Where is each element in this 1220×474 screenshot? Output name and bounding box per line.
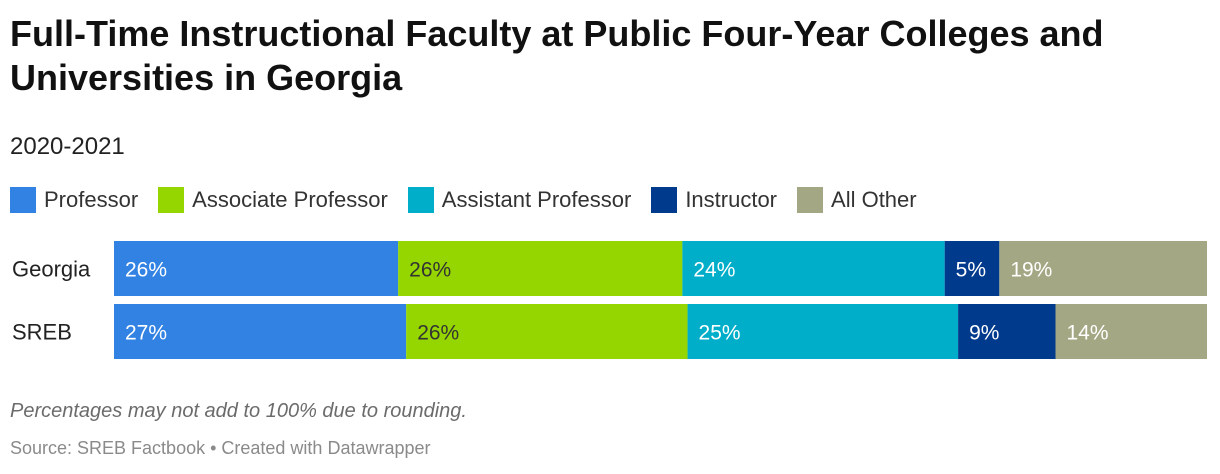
data-label-sreb-professor: 27% — [125, 322, 167, 345]
data-label-georgia-instructor: 5% — [956, 259, 986, 282]
legend-item-instructor: Instructor — [651, 187, 777, 213]
data-label-sreb-associate-professor: 26% — [417, 322, 459, 345]
bar-georgia-assistant-professor — [682, 241, 945, 296]
category-label-georgia: Georgia — [12, 257, 91, 282]
data-label-sreb-assistant-professor: 25% — [699, 322, 741, 345]
data-label-georgia-associate-professor: 26% — [409, 259, 451, 282]
chart-subtitle: 2020-2021 — [10, 133, 125, 160]
bar-row-sreb: SREB 27% 26% 25% 9% 14% — [12, 304, 1207, 359]
chart-note: Percentages may not add to 100% due to r… — [10, 400, 467, 422]
legend-swatch-associate-professor — [158, 187, 185, 213]
legend-swatch-all-other — [797, 187, 824, 213]
category-label-sreb: SREB — [12, 320, 72, 345]
data-label-georgia-all-other: 19% — [1010, 259, 1052, 282]
legend-label-associate-professor: Associate Professor — [192, 187, 388, 212]
data-label-sreb-all-other: 14% — [1067, 322, 1109, 345]
bar-sreb-assistant-professor — [687, 304, 959, 359]
legend-swatch-assistant-professor — [407, 187, 434, 213]
legend-label-instructor: Instructor — [685, 187, 778, 212]
bar-sreb-professor — [114, 304, 407, 359]
legend-item-assistant-professor: Assistant Professor — [407, 187, 632, 213]
legend-item-all-other: All Other — [797, 187, 917, 213]
bar-sreb-all-other — [1055, 304, 1207, 359]
legend-label-all-other: All Other — [831, 187, 917, 212]
legend-item-associate-professor: Associate Professor — [158, 187, 388, 213]
bar-georgia-all-other — [999, 241, 1207, 296]
bar-georgia-associate-professor — [398, 241, 683, 296]
bar-sreb-associate-professor — [406, 304, 688, 359]
data-label-sreb-instructor: 9% — [969, 322, 999, 345]
data-label-georgia-assistant-professor: 24% — [693, 259, 735, 282]
chart-svg: Georgia 26% 26% 24% 5% 19% SREB 27% 26% 25% 9% 14% — [12, 241, 1207, 359]
data-label-georgia-professor: 26% — [125, 259, 167, 282]
legend-label-professor: Professor — [44, 187, 139, 212]
legend-swatch-instructor — [651, 187, 678, 213]
bar-sreb-instructor — [958, 304, 1056, 359]
chart-legend: Professor Associate Professor Assistant Pr… — [10, 185, 937, 215]
chart-title: Full-Time Instructional Faculty at Publi… — [10, 13, 1104, 98]
stacked-bar-chart: Georgia 26% 26% 24% 5% 19% SREB 27% 26% 25% 9% 14% — [0, 230, 1220, 370]
legend-item-professor: Professor — [10, 187, 138, 213]
legend-label-assistant-professor: Assistant Professor — [441, 187, 632, 212]
bar-georgia-professor — [114, 241, 399, 296]
bar-georgia-instructor — [944, 241, 1000, 296]
legend-swatch-professor — [10, 187, 36, 213]
chart-source: Source: SREB Factbook • Created with Dat… — [10, 438, 431, 458]
bar-row-georgia: Georgia 26% 26% 24% 5% 19% — [12, 241, 1207, 296]
